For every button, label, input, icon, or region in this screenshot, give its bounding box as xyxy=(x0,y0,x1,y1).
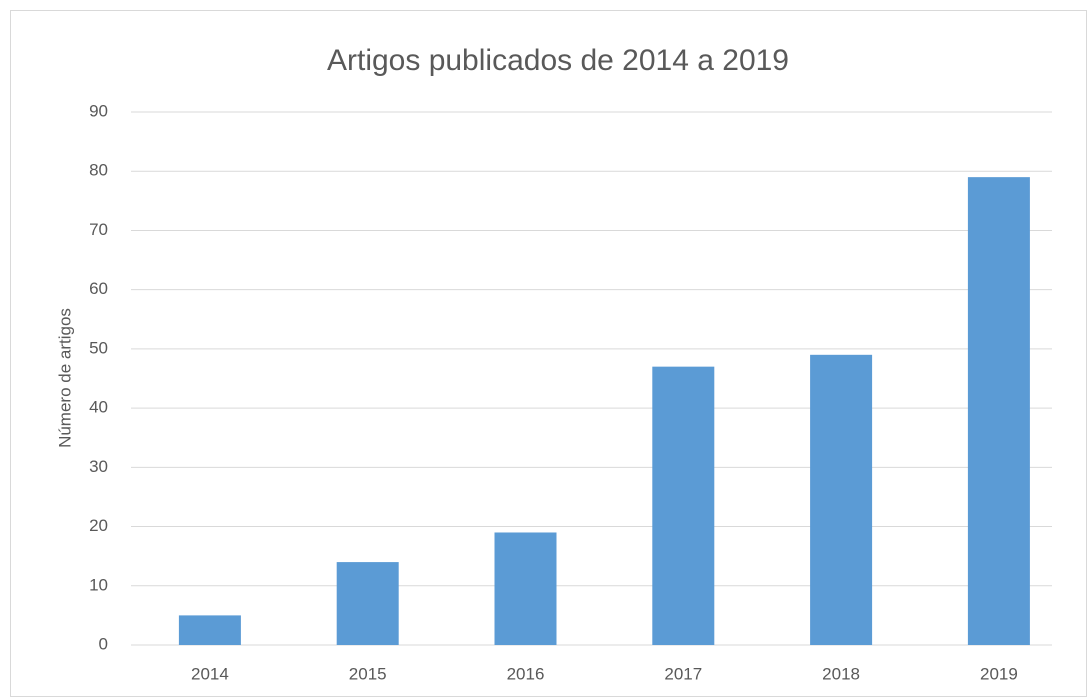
y-tick-label: 80 xyxy=(89,161,108,180)
bar xyxy=(336,562,399,645)
chart-title: Artigos publicados de 2014 a 2019 xyxy=(327,44,789,77)
x-tick-label: 2014 xyxy=(191,664,229,683)
y-tick-label: 20 xyxy=(89,516,108,535)
y-axis-label: Número de artigos xyxy=(55,308,74,448)
y-tick-label: 90 xyxy=(89,101,108,120)
x-tick-label: 2018 xyxy=(822,664,860,683)
bar xyxy=(967,177,1030,645)
x-tick-label: 2016 xyxy=(507,664,545,683)
bar xyxy=(178,615,241,645)
y-tick-label: 10 xyxy=(89,575,108,594)
bar xyxy=(810,354,873,645)
x-tick-label: 2015 xyxy=(349,664,387,683)
y-tick-label: 40 xyxy=(89,398,108,417)
y-tick-label: 60 xyxy=(89,279,108,298)
y-tick-label: 30 xyxy=(89,457,108,476)
y-tick-label: 0 xyxy=(99,634,108,653)
bar xyxy=(494,532,557,645)
bar xyxy=(652,366,715,645)
x-tick-label: 2017 xyxy=(664,664,702,683)
y-tick-label: 70 xyxy=(89,220,108,239)
x-tick-label: 2019 xyxy=(980,664,1018,683)
y-tick-label: 50 xyxy=(89,338,108,357)
